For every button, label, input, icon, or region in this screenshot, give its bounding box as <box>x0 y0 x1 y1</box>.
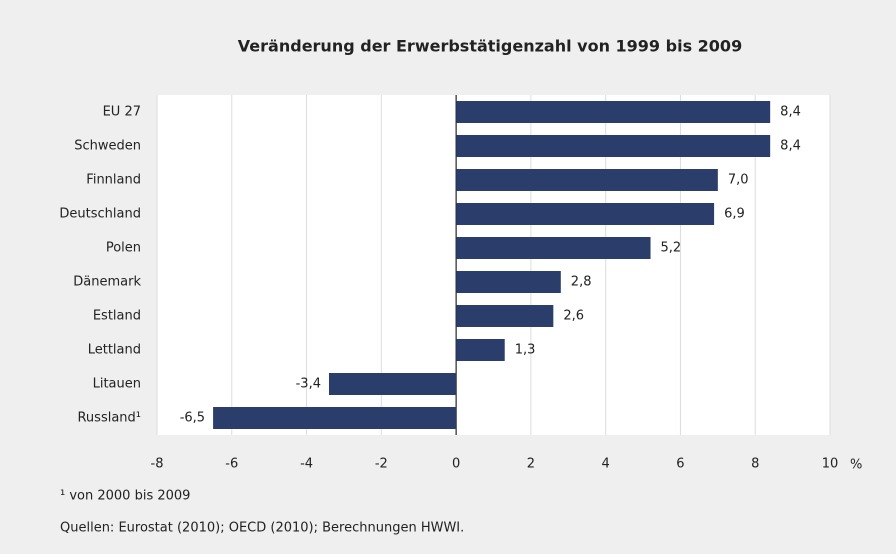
y-tick-label: Polen <box>106 241 141 256</box>
x-tick-label: 10 <box>822 457 839 472</box>
x-tick-label: -2 <box>375 457 388 472</box>
value-label: 8,4 <box>780 105 801 120</box>
bar <box>456 305 554 327</box>
value-label: 7,0 <box>728 173 749 188</box>
x-tick-label: -4 <box>300 457 313 472</box>
y-tick-label: Dänemark <box>73 275 141 290</box>
x-tick-label: 4 <box>602 457 610 472</box>
bar <box>456 101 771 123</box>
value-label: 6,9 <box>724 207 745 222</box>
value-label: 5,2 <box>661 241 682 256</box>
bar <box>456 339 505 361</box>
y-tick-label: Litauen <box>93 377 141 392</box>
y-tick-label: Lettland <box>88 343 141 358</box>
bar <box>456 237 651 259</box>
value-label: 2,8 <box>571 275 592 290</box>
bar <box>456 169 718 191</box>
y-tick-label: EU 27 <box>103 105 141 120</box>
source: Quellen: Eurostat (2010); OECD (2010); B… <box>60 521 464 536</box>
value-label: -3,4 <box>296 377 321 392</box>
value-label: 2,6 <box>563 309 584 324</box>
y-tick-label: Russland¹ <box>77 411 141 426</box>
y-tick-label: Deutschland <box>59 207 141 222</box>
x-unit: % <box>850 458 862 473</box>
bar <box>456 203 715 225</box>
value-label: 8,4 <box>780 139 801 154</box>
x-tick-label: -8 <box>151 457 164 472</box>
x-tick-label: -6 <box>225 457 238 472</box>
x-tick-label: 0 <box>452 457 460 472</box>
bar <box>456 271 561 293</box>
y-tick-label: Finnland <box>86 173 141 188</box>
x-tick-label: 8 <box>751 457 759 472</box>
y-tick-label: Schweden <box>74 139 141 154</box>
x-tick-label: 2 <box>527 457 535 472</box>
value-label: 1,3 <box>515 343 536 358</box>
y-tick-label: Estland <box>93 309 141 324</box>
bar <box>456 135 771 157</box>
chart-title: Veränderung der Erwerbstätigenzahl von 1… <box>238 37 742 56</box>
value-label: -6,5 <box>180 411 205 426</box>
x-tick-label: 6 <box>676 457 684 472</box>
bar <box>213 407 457 429</box>
footnote: ¹ von 2000 bis 2009 <box>60 489 190 504</box>
bar <box>328 373 457 395</box>
